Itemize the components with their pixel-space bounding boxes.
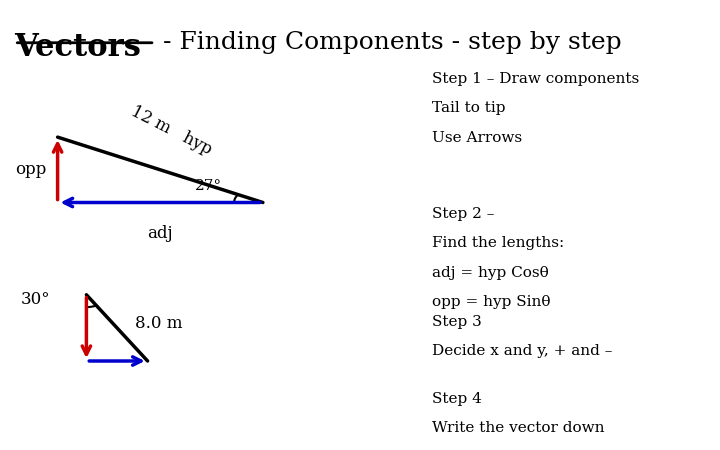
Text: opp: opp bbox=[15, 161, 47, 178]
Text: - Finding Components - step by step: - Finding Components - step by step bbox=[155, 32, 621, 54]
Text: adj = hyp Cosθ: adj = hyp Cosθ bbox=[432, 266, 549, 279]
Text: Step 3: Step 3 bbox=[432, 315, 482, 329]
Text: Step 1 – Draw components: Step 1 – Draw components bbox=[432, 72, 639, 86]
Text: 30°: 30° bbox=[21, 291, 51, 308]
Text: adj: adj bbox=[148, 225, 173, 242]
Text: Use Arrows: Use Arrows bbox=[432, 130, 522, 144]
Text: Step 4: Step 4 bbox=[432, 392, 482, 405]
Text: Find the lengths:: Find the lengths: bbox=[432, 236, 564, 250]
Text: Decide x and y, + and –: Decide x and y, + and – bbox=[432, 344, 613, 358]
Text: Vectors: Vectors bbox=[14, 32, 141, 63]
Text: Tail to tip: Tail to tip bbox=[432, 101, 505, 115]
Text: 27°: 27° bbox=[195, 179, 222, 193]
Text: Write the vector down: Write the vector down bbox=[432, 421, 605, 435]
Text: 12 m   hyp: 12 m hyp bbox=[127, 103, 215, 158]
Text: 8.0 m: 8.0 m bbox=[135, 315, 182, 332]
Text: opp = hyp Sinθ: opp = hyp Sinθ bbox=[432, 295, 551, 309]
Text: Step 2 –: Step 2 – bbox=[432, 207, 495, 221]
